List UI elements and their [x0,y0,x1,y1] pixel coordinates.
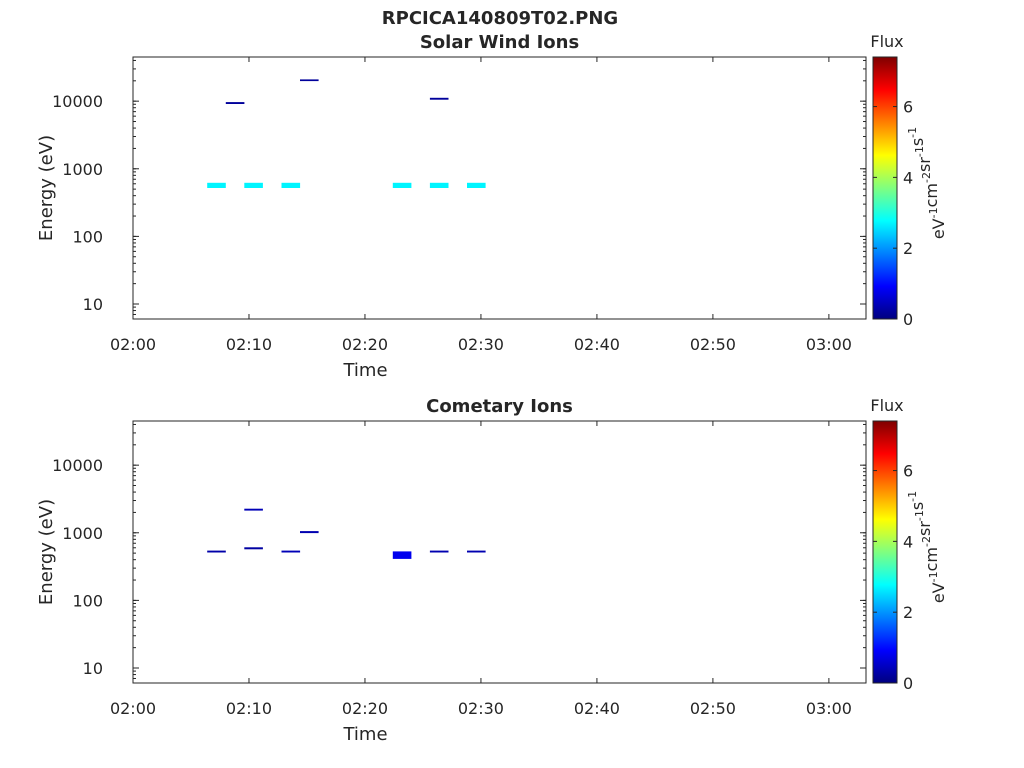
colorbar-tick-label: 4 [903,168,913,187]
colorbar [872,56,898,320]
x-tick-label: 02:20 [342,699,388,718]
panel-title: Solar Wind Ions [420,32,579,53]
flux-cell [429,97,449,100]
colorbar-title: Flux [870,32,903,51]
colorbar-tick-label: 2 [903,239,913,258]
y-axis-label: Energy (eV) [36,135,57,241]
flux-cell [244,547,263,550]
colorbar-tick-label: 2 [903,603,913,622]
colorbar-unit-label: eV-1cm-2sr-1s-1 [906,491,948,603]
x-tick-label: 02:00 [110,335,156,354]
plot-frame [132,56,867,320]
x-tick-label: 02:20 [342,335,388,354]
flux-cell [300,79,319,82]
flux-cell [244,508,263,511]
x-tick-label: 03:00 [806,335,852,354]
x-tick-label: 02:10 [226,335,272,354]
flux-cell [225,102,245,104]
y-tick-label: 10000 [52,92,103,111]
x-tick-label: 02:50 [690,335,736,354]
flux-cell [244,182,263,188]
x-tick-label: 02:50 [690,699,736,718]
colorbar-unit-label: eV-1cm-2sr-1s-1 [906,127,948,239]
y-tick-label: 100 [72,227,103,246]
flux-cell [467,550,486,553]
colorbar-tick-label: 0 [903,674,913,693]
flux-cell [429,182,449,188]
colorbar-tick-label: 6 [903,98,913,117]
panel-title: Cometary Ions [426,396,573,417]
x-tick-label: 02:40 [574,335,620,354]
x-tick-label: 02:00 [110,699,156,718]
figure-title: RPCICA140809T02.PNG [382,8,618,29]
x-tick-label: 02:10 [226,699,272,718]
y-tick-label: 10000 [52,456,103,475]
colorbar-tick-label: 0 [903,310,913,329]
colorbar-tick-label: 4 [903,532,913,551]
panel-solar-wind-ions: Solar Wind Ions 02:00 02:10 02:20 02:30 02:40… [36,32,948,381]
y-tick-label: 1000 [62,160,103,179]
plot-frame [132,420,867,684]
y-tick-label: 10 [83,295,103,314]
x-tick-label: 02:30 [458,699,504,718]
colorbar-title: Flux [870,396,903,415]
x-tick-label: 03:00 [806,699,852,718]
flux-cell [429,550,449,553]
x-axis-label: Time [342,360,387,381]
x-axis-label: Time [342,724,387,745]
colorbar-tick-label: 6 [903,462,913,481]
y-tick-label: 10 [83,659,103,678]
x-tick-label: 02:30 [458,335,504,354]
flux-cell [300,531,319,534]
flux-cell [392,182,412,188]
y-tick-label: 100 [72,591,103,610]
x-tick-label: 02:40 [574,699,620,718]
flux-cell [207,550,226,553]
colorbar [872,420,898,684]
y-axis-label: Energy (eV) [36,499,57,605]
y-tick-label: 1000 [62,524,103,543]
flux-cell [392,551,412,559]
flux-cell [467,182,486,188]
flux-cell [207,182,226,188]
flux-cell [281,182,301,188]
flux-cell [281,550,301,553]
